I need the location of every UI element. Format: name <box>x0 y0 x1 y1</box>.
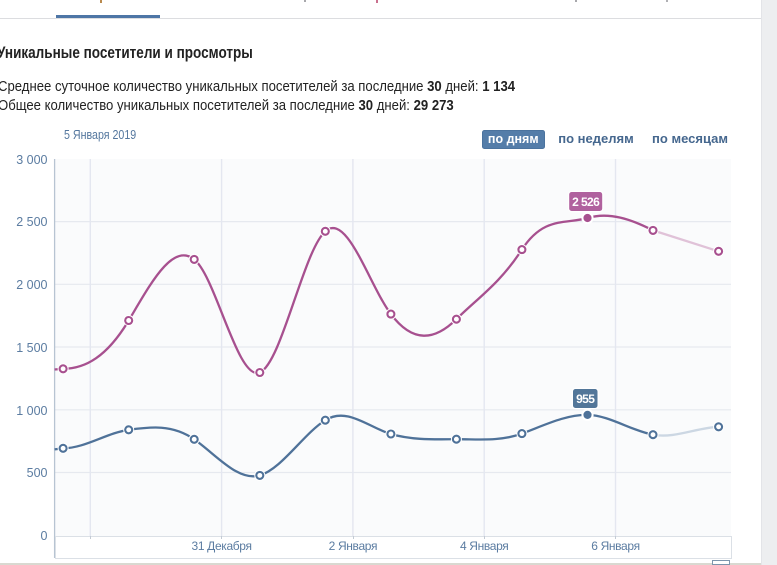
svg-text:2 526: 2 526 <box>572 195 600 209</box>
svg-text:955: 955 <box>576 392 595 406</box>
